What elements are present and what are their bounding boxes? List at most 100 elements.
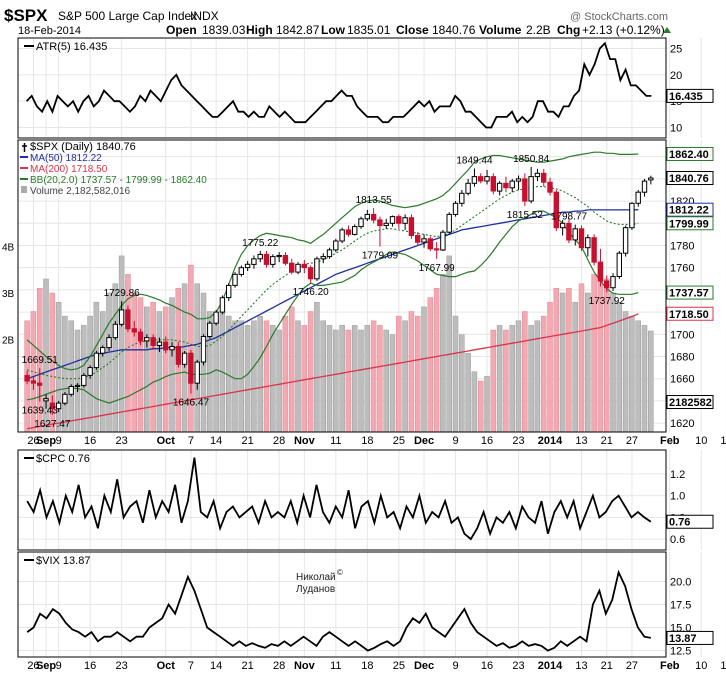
price-legend-item: Volume 2,182,582,016 (30, 186, 131, 197)
cpc-panel-last-value-box (666, 514, 714, 529)
volume-bar (112, 283, 119, 433)
candle-body (465, 182, 471, 194)
x-tick-label: 13 (575, 435, 587, 447)
candle-body (93, 352, 100, 369)
price-annotation: 1627.47 (34, 419, 71, 430)
cpc-panel: 1.21.00.80.6$CPC 0.760.76 (17, 449, 726, 551)
y-tick-label: 20.0 (670, 576, 691, 588)
candle-body (622, 227, 629, 254)
volume-bar (339, 325, 345, 433)
candle-body (578, 228, 585, 249)
x-tick-label: 18 (720, 435, 726, 447)
volume-bar (389, 334, 396, 433)
candle-legend-icon (22, 143, 27, 152)
candle-body (118, 309, 125, 325)
price-annotation: 1779.09 (362, 250, 399, 261)
volume-bar (169, 297, 175, 433)
candle-body (402, 217, 408, 224)
x-tick-label: 16 (481, 660, 493, 672)
price-annotation: 1746.20 (293, 287, 330, 298)
y-tick-label: 10 (670, 122, 682, 134)
volume-bar (459, 334, 465, 433)
volume-bar (433, 288, 440, 433)
watermark-line-1: Николай (296, 572, 336, 583)
candle-body (339, 229, 345, 242)
volume-bar (244, 325, 251, 433)
exchange: INDX (190, 9, 219, 23)
price-annotation: 1737.92 (589, 296, 626, 307)
x-tick-label: 2014 (538, 435, 563, 447)
x-tick-label: 28 (273, 660, 285, 672)
open-label: Open (166, 23, 197, 37)
candle-body (452, 202, 459, 215)
x-tick-label: Feb (660, 435, 680, 447)
bb-lower-line (26, 210, 639, 404)
candle-body (213, 311, 219, 324)
candle-body (244, 263, 251, 269)
x-tick-label: 9 (452, 435, 458, 447)
price-annotation: 1813.55 (356, 195, 393, 206)
candle-body (534, 172, 541, 178)
x-tick-label: 7 (188, 435, 194, 447)
volume-bar (137, 297, 144, 433)
candle-body (219, 297, 226, 313)
volume-bar (528, 325, 534, 433)
x-tick-label: 13 (575, 660, 587, 672)
volume-value: 2.2B (526, 23, 551, 37)
volume-bar (118, 255, 125, 433)
volume-bar (295, 320, 301, 433)
x-tick-label: Nov (294, 660, 316, 672)
x-tick-label: 28 (273, 435, 285, 447)
price-legend-item: MA(200) 1718.50 (30, 164, 108, 175)
x-tick-label: 14 (210, 660, 222, 672)
volume-bar (597, 264, 604, 433)
candle-body (37, 382, 43, 386)
volume-bar (333, 329, 339, 433)
legend-swatch (21, 186, 27, 193)
volume-label: Volume (479, 23, 522, 37)
volume-bar (238, 320, 245, 433)
volume-bar (477, 380, 484, 433)
symbol: $SPX (4, 6, 48, 25)
candle-body (396, 216, 402, 224)
candle-body (200, 336, 207, 363)
candle-body (509, 180, 515, 189)
candle-body (295, 263, 301, 273)
vix-panel-title: $VIX 13.87 (36, 555, 90, 567)
candle-body (238, 267, 245, 275)
x-tick-label: Nov (294, 435, 316, 447)
candle-body (276, 255, 282, 258)
x-tick-label: 11 (330, 435, 341, 447)
x-tick-label: 11 (330, 660, 341, 672)
candle-body (591, 237, 597, 263)
x-tick-label: 23 (116, 660, 128, 672)
y-tick-label: 1780 (670, 240, 694, 252)
volume-bar (503, 329, 509, 433)
x-tick-label: 21 (601, 660, 613, 672)
x-tick-label: 23 (512, 660, 524, 672)
candle-body (156, 341, 163, 346)
vix-panel-last-value: 13.87 (669, 633, 697, 645)
volume-bar (282, 315, 289, 433)
candle-body (263, 253, 270, 265)
volume-bar (522, 311, 528, 433)
atr-panel-last-value: 16.435 (669, 91, 703, 103)
volume-bar (490, 329, 497, 433)
volume-bar (446, 255, 452, 433)
candle-body (289, 262, 295, 273)
atr-panel-line (25, 41, 652, 129)
candle-body (163, 341, 169, 351)
y-tick-label: 1.0 (670, 491, 685, 503)
high-value: 1842.87 (276, 23, 320, 37)
price-annotation: 1767.99 (419, 263, 456, 274)
x-tick-label: 21 (242, 660, 254, 672)
price-annotation: 1815.52 (507, 210, 544, 221)
candle-body (547, 181, 553, 193)
candle-body (629, 202, 635, 229)
low-value: 1835.01 (347, 23, 391, 37)
x-tick-label: 18 (720, 660, 726, 672)
change-label: Chg (557, 23, 580, 37)
cpc-panel-frame (17, 449, 667, 551)
volume-bar (370, 320, 377, 433)
